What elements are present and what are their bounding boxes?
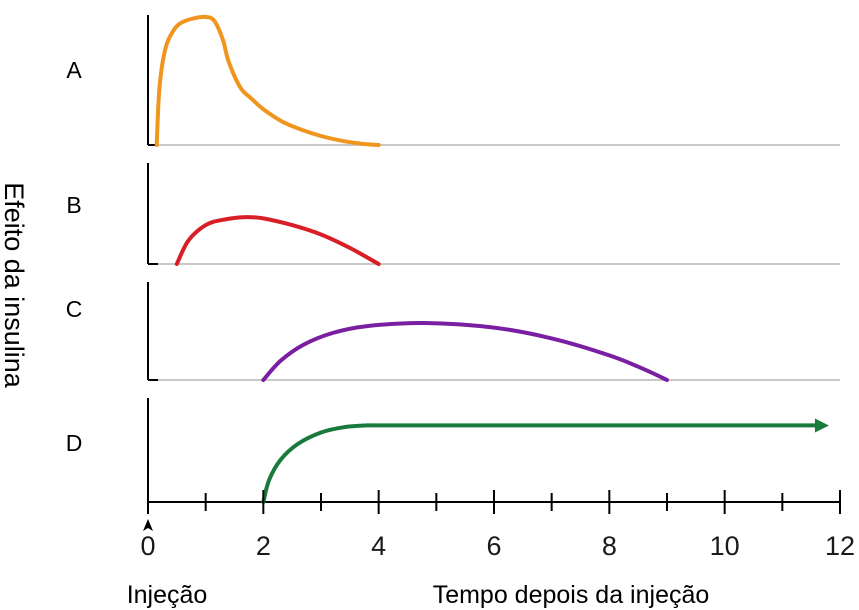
x-tick-label: 0 <box>140 531 155 561</box>
series-label-c: C <box>66 296 83 322</box>
panel-c: C <box>66 282 840 382</box>
injection-label: Injeção <box>127 581 208 609</box>
series-line-a <box>154 14 381 147</box>
x-tick-label: 10 <box>710 531 740 561</box>
panels: A B C D <box>66 14 840 504</box>
series-label-d: D <box>66 430 83 456</box>
x-tick-label: 6 <box>486 531 501 561</box>
panel-d: D <box>66 398 840 504</box>
injection-marker-arrow-icon <box>143 519 153 531</box>
x-axis: 0 2 4 6 8 10 12 <box>140 490 855 561</box>
x-tick-label: 4 <box>371 531 386 561</box>
x-tick-label: 12 <box>825 531 855 561</box>
series-label-b: B <box>66 192 81 218</box>
x-tick-label: 2 <box>256 531 271 561</box>
series-line-c <box>261 320 669 382</box>
x-axis-title: Tempo depois da injeção <box>433 581 710 609</box>
panel-b: B <box>66 163 840 266</box>
y-axis-title: Efeito da insulina <box>0 182 29 389</box>
series-line-b <box>174 215 381 266</box>
panel-a: A <box>66 14 840 147</box>
series-line-d <box>261 423 819 504</box>
series-arrow-icon <box>814 418 829 433</box>
series-label-a: A <box>66 57 82 83</box>
x-tick-label: 8 <box>602 531 617 561</box>
